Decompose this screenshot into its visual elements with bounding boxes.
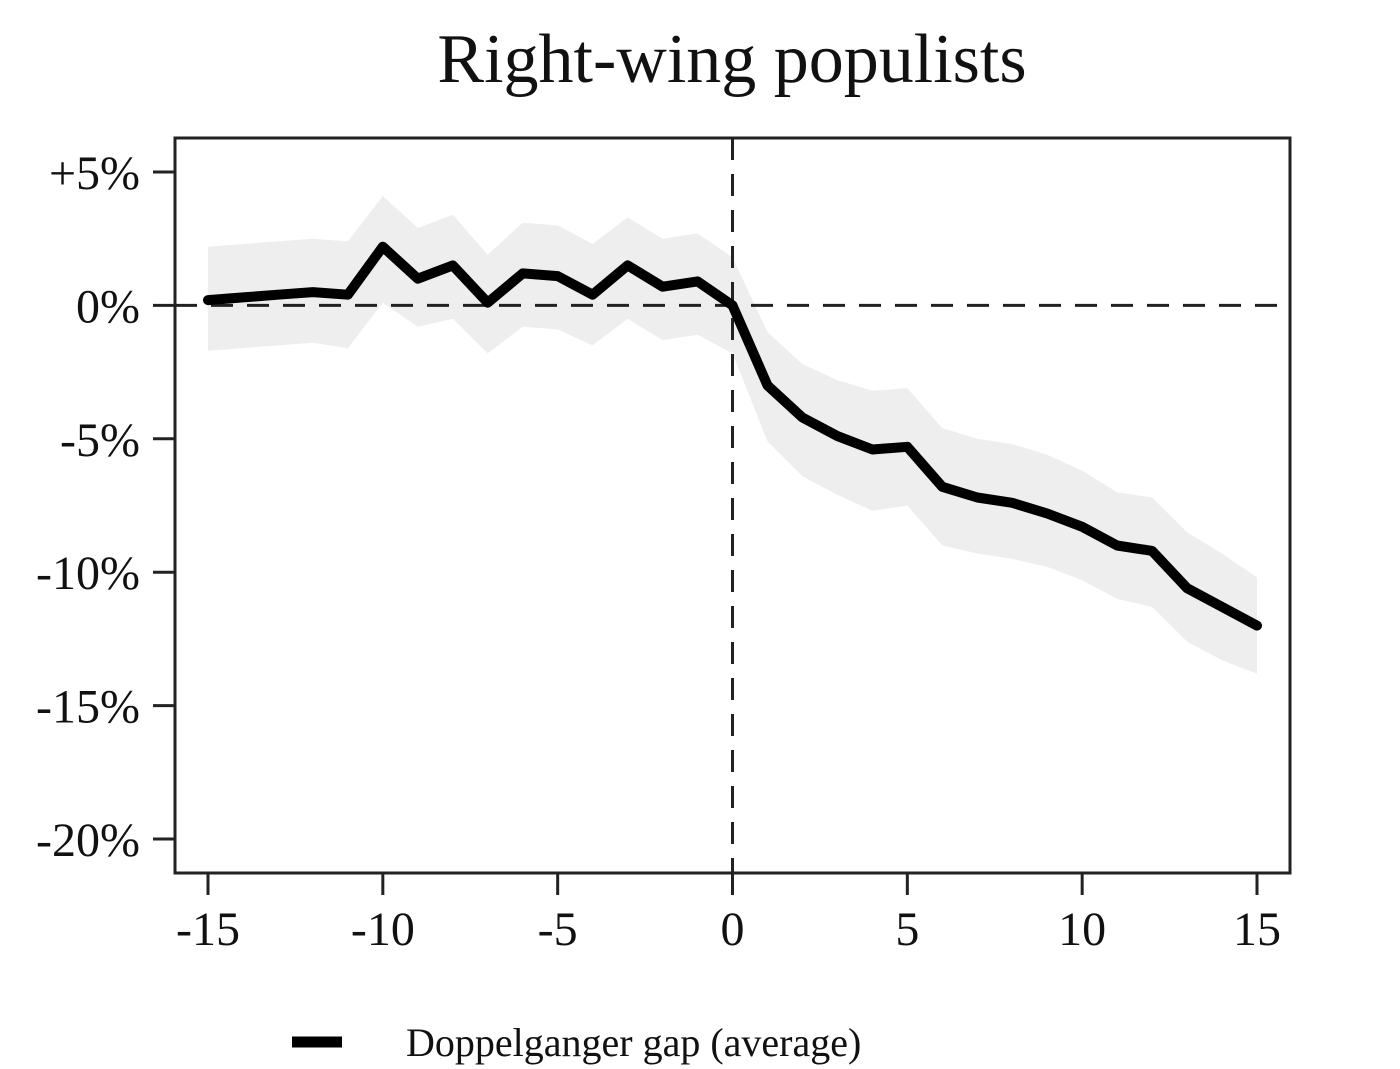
series-line-layer: [203, 241, 1262, 631]
x-axis: -15 -10 -5 0 5 10 15: [176, 873, 1281, 956]
y-tick-label: -15%: [36, 681, 140, 734]
y-tick-label: -5%: [60, 414, 140, 467]
chart-title: Right-wing populists: [437, 21, 1026, 98]
y-tick-label: -20%: [36, 814, 140, 867]
x-tick-label: 10: [1058, 903, 1106, 956]
y-tick-label: 0%: [76, 280, 140, 333]
x-tick-label: -10: [351, 903, 415, 956]
x-tick-label: -15: [176, 903, 240, 956]
y-tick-label: -10%: [36, 547, 140, 600]
x-tick-label: 15: [1233, 903, 1281, 956]
x-tick-label: 0: [721, 903, 745, 956]
x-tick-label: -5: [538, 903, 578, 956]
y-axis: +5% 0% -5% -10% -15% -20%: [36, 147, 175, 867]
y-tick-label: +5%: [49, 147, 140, 200]
x-tick-label: 5: [895, 903, 919, 956]
confidence-band-layer: [208, 196, 1257, 674]
legend: Doppelganger gap (average): [292, 1020, 861, 1065]
series-line: [203, 241, 1262, 631]
legend-label: Doppelganger gap (average): [406, 1020, 861, 1065]
confidence-band: [208, 196, 1257, 674]
